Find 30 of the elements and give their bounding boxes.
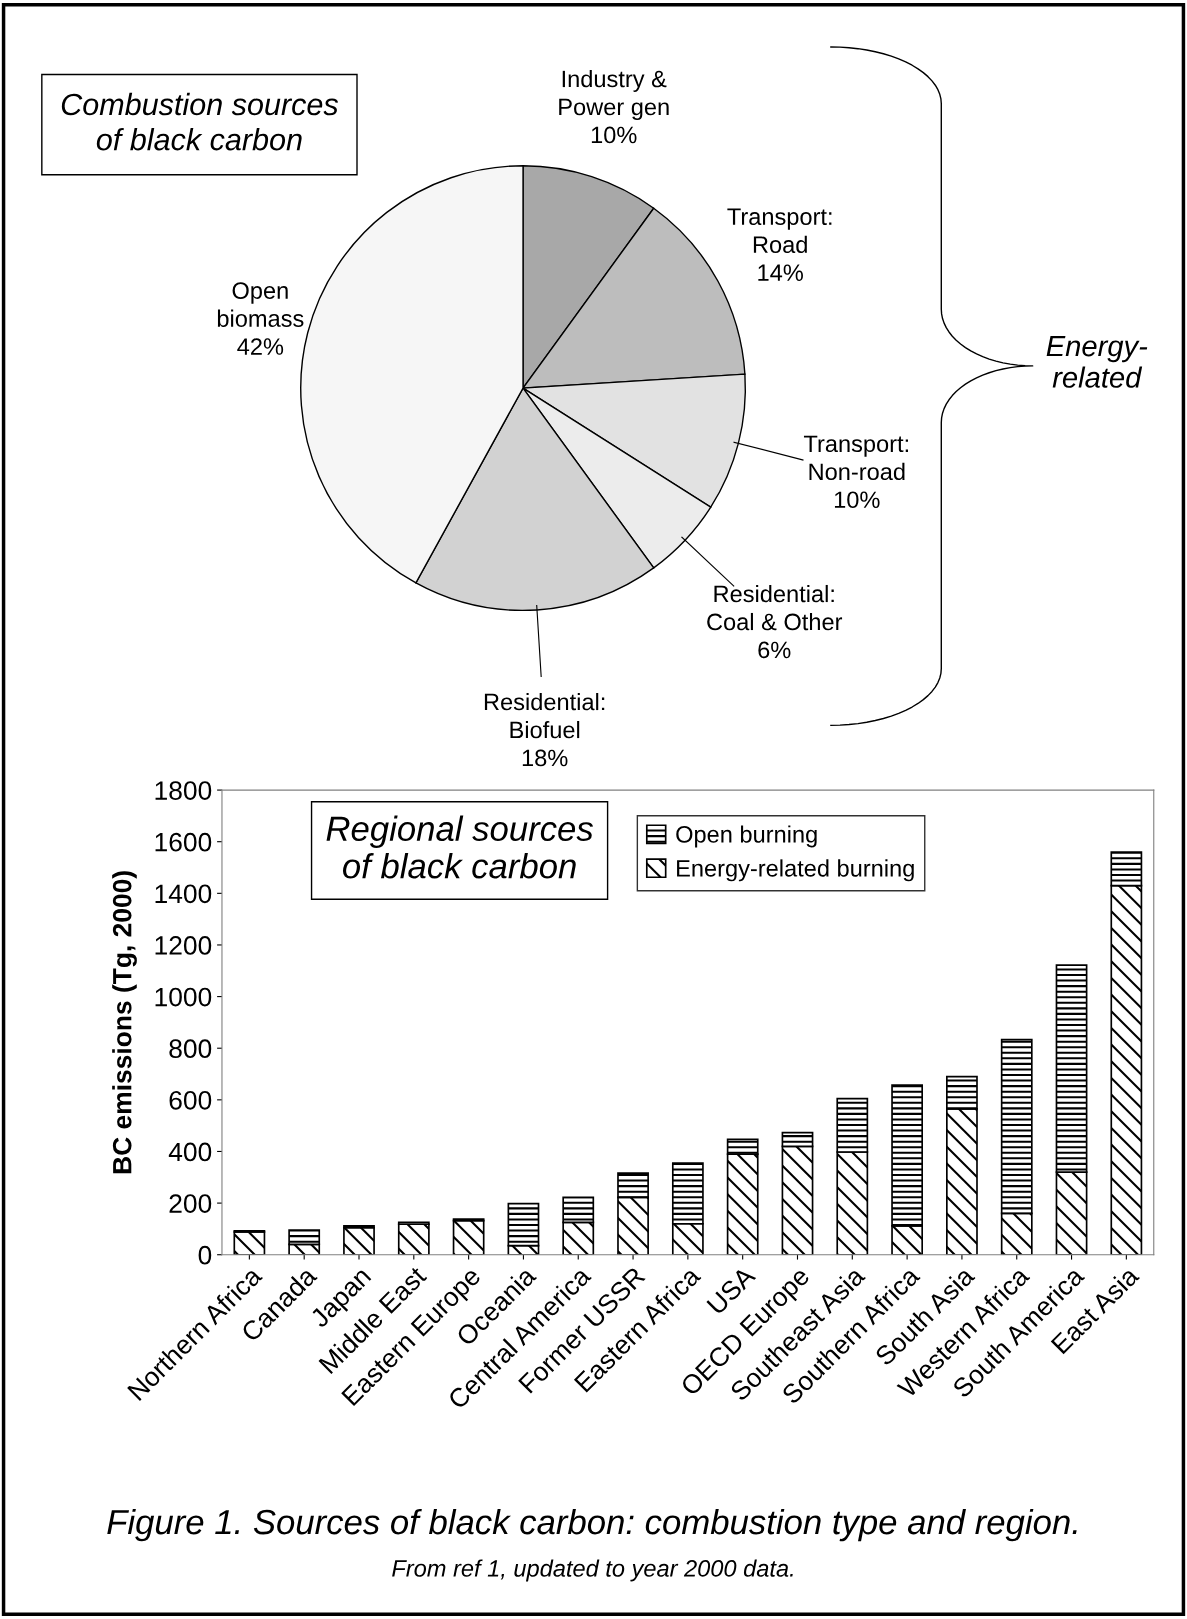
legend-label: Open burning [676, 825, 817, 848]
y-tick-label: 400 [168, 1142, 212, 1162]
data-label: 10% [591, 126, 637, 144]
text: Regional sources of black carbon [326, 815, 594, 879]
data-label: 10% [834, 491, 880, 509]
y-tick-label: 1000 [155, 987, 212, 1007]
y-axis-title: BC emissions (Tg, 2000) [112, 871, 137, 1174]
y-tick-label: 1400 [155, 884, 212, 904]
y-tick-label: 0 [198, 1245, 212, 1265]
data-label: 14% [758, 264, 803, 281]
slice-label: Industry & Power gen [559, 69, 669, 120]
y-tick-label: 600 [169, 1090, 212, 1110]
y-tick-label: 1600 [155, 832, 212, 852]
data-label: 42% [237, 338, 284, 355]
slice-label: Transport: Road [727, 208, 832, 254]
slice-label: Residential: Biofuel [484, 692, 605, 739]
data-label: 6% [758, 641, 791, 659]
text: From ref 1, updated to year 2000 data. [392, 1559, 793, 1582]
y-tick-label: 800 [169, 1039, 212, 1059]
y-tick-label: 1200 [155, 936, 212, 955]
slice-label: Residential: Coal & Other [707, 584, 843, 631]
data-label: 18% [522, 749, 568, 767]
y-tick-label: 1800 [155, 781, 212, 800]
slice-label: Transport: Non-road [803, 435, 908, 481]
caption: Figure 1. Sources of black carbon: combustion type and region. [107, 1508, 1077, 1542]
text: Combustion sources of black carbon [61, 92, 339, 151]
slice-label: Open biomass [217, 282, 304, 327]
y-tick-label: 200 [169, 1194, 212, 1213]
legend-label: Energy-related burning [677, 859, 914, 882]
text: Energy- related [1046, 336, 1148, 388]
